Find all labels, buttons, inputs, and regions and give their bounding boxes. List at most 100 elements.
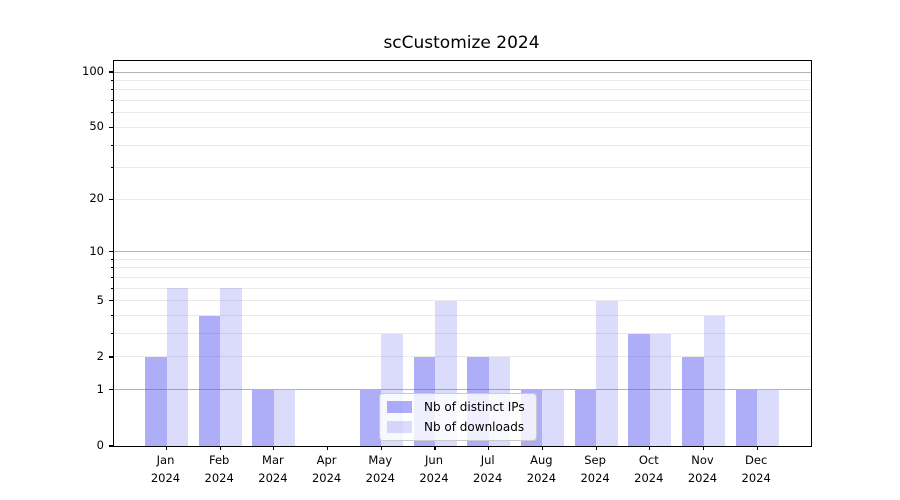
gridline-minor xyxy=(114,356,811,358)
y-tick-label: 2 xyxy=(96,348,104,363)
bar-distinct-ips xyxy=(682,356,704,446)
gridline-minor xyxy=(114,89,811,91)
x-tick-year: 2024 xyxy=(365,470,395,485)
y-minor-tick-mark xyxy=(111,267,114,269)
x-tick-year: 2024 xyxy=(150,470,181,485)
y-minor-tick-mark xyxy=(111,287,114,289)
bar-downloads xyxy=(273,389,296,446)
x-tick-year: 2024 xyxy=(473,470,503,485)
x-tick-year: 2024 xyxy=(204,470,234,485)
y-tick-label: 0 xyxy=(96,438,104,452)
legend-swatch-distinct-ips xyxy=(387,401,412,413)
y-minor-tick-mark xyxy=(111,112,114,114)
x-tick-year: 2024 xyxy=(419,470,449,485)
bar-downloads xyxy=(220,288,242,446)
gridline-minor xyxy=(114,100,811,102)
x-tick-label: Oct 2024 xyxy=(617,452,681,487)
x-tick-label: Jun 2024 xyxy=(402,452,466,487)
gridline-minor xyxy=(114,258,811,260)
y-minor-tick-mark xyxy=(111,144,114,146)
x-tick-mark xyxy=(327,446,329,450)
bar-distinct-ips xyxy=(574,389,597,446)
y-tick-mark xyxy=(109,445,114,447)
bar-downloads xyxy=(542,389,564,446)
y-tick-mark xyxy=(109,389,114,391)
bar-distinct-ips xyxy=(198,315,221,446)
x-tick-label: May 2024 xyxy=(348,452,412,487)
x-tick-month: Nov xyxy=(691,453,714,467)
plot-area: Nb of distinct IPs Nb of downloads xyxy=(109,60,812,450)
x-tick-year: 2024 xyxy=(258,470,288,485)
x-tick-mark xyxy=(273,446,275,450)
gridline-minor xyxy=(114,167,811,169)
x-tick-mark xyxy=(434,446,436,450)
gridline-major xyxy=(114,71,811,73)
gridline-minor xyxy=(114,315,811,317)
x-tick-month: Jun xyxy=(425,453,443,467)
x-tick-year: 2024 xyxy=(687,470,718,485)
bar-distinct-ips xyxy=(145,356,167,446)
bar-distinct-ips xyxy=(628,333,650,446)
x-tick-mark xyxy=(595,446,597,450)
x-tick-month: Oct xyxy=(638,453,659,467)
bar-downloads xyxy=(596,300,618,446)
x-tick-label: Nov 2024 xyxy=(671,452,735,487)
x-tick-year: 2024 xyxy=(526,470,557,485)
bar-downloads xyxy=(166,288,188,446)
gridline-minor xyxy=(114,79,811,81)
gridline-minor xyxy=(114,126,811,128)
x-tick-mark xyxy=(756,446,758,450)
x-tick-label: Jul 2024 xyxy=(456,452,520,487)
gridline-major xyxy=(114,251,811,253)
x-axis-tick-labels: Jan 2024 Feb 2024 Mar 2024 Apr 2024 May 2024 Jun 20… xyxy=(113,452,810,494)
x-tick-mark xyxy=(541,446,543,450)
y-tick-label: 50 xyxy=(89,119,104,134)
y-tick-mark xyxy=(109,71,114,73)
x-tick-label: Aug 2024 xyxy=(509,452,573,487)
x-tick-mark xyxy=(219,446,221,450)
x-tick-mark xyxy=(488,446,490,450)
y-axis-tick-labels: 100 50 20 10 5 2 1 0 xyxy=(0,60,104,452)
y-minor-tick-mark xyxy=(111,100,114,102)
legend-item: Nb of downloads xyxy=(387,420,525,434)
x-tick-year: 2024 xyxy=(634,470,664,485)
y-minor-tick-mark xyxy=(111,258,114,260)
y-tick-mark xyxy=(109,198,114,200)
legend-item: Nb of distinct IPs xyxy=(387,400,525,414)
x-tick-year: 2024 xyxy=(311,470,342,485)
x-tick-mark xyxy=(380,446,382,450)
x-tick-month: May xyxy=(368,453,393,467)
gridline-minor xyxy=(114,144,811,146)
gridline-minor xyxy=(114,267,811,269)
bar-distinct-ips xyxy=(735,389,758,446)
y-tick-label: 20 xyxy=(89,191,104,206)
x-tick-mark xyxy=(649,446,651,450)
x-tick-month: Sep xyxy=(584,453,606,467)
gridline-minor xyxy=(114,112,811,114)
x-tick-label: Dec 2024 xyxy=(724,452,788,487)
bar-downloads xyxy=(649,333,672,446)
y-tick-mark xyxy=(109,356,114,358)
y-tick-label: 100 xyxy=(82,64,104,78)
y-minor-tick-mark xyxy=(111,167,114,169)
x-tick-label: Sep 2024 xyxy=(563,452,627,487)
y-minor-tick-mark xyxy=(111,89,114,91)
bar-downloads xyxy=(757,389,779,446)
y-tick-mark xyxy=(109,300,114,302)
x-tick-month: Jan xyxy=(156,453,175,467)
x-tick-month: Apr xyxy=(316,453,337,467)
x-tick-mark xyxy=(165,446,168,450)
x-tick-label: Feb 2024 xyxy=(187,452,251,487)
y-minor-tick-mark xyxy=(111,276,114,278)
legend-label-distinct-ips: Nb of distinct IPs xyxy=(424,400,525,414)
bar-distinct-ips xyxy=(359,389,382,446)
legend: Nb of distinct IPs Nb of downloads xyxy=(379,393,537,441)
x-tick-label: Apr 2024 xyxy=(295,452,359,487)
chart-title: scCustomize 2024 xyxy=(383,33,540,53)
gridline-minor xyxy=(114,276,811,278)
bar-distinct-ips xyxy=(252,389,274,446)
x-tick-label: Mar 2024 xyxy=(241,452,305,487)
y-minor-tick-mark xyxy=(111,333,114,335)
y-tick-label: 1 xyxy=(96,381,104,396)
